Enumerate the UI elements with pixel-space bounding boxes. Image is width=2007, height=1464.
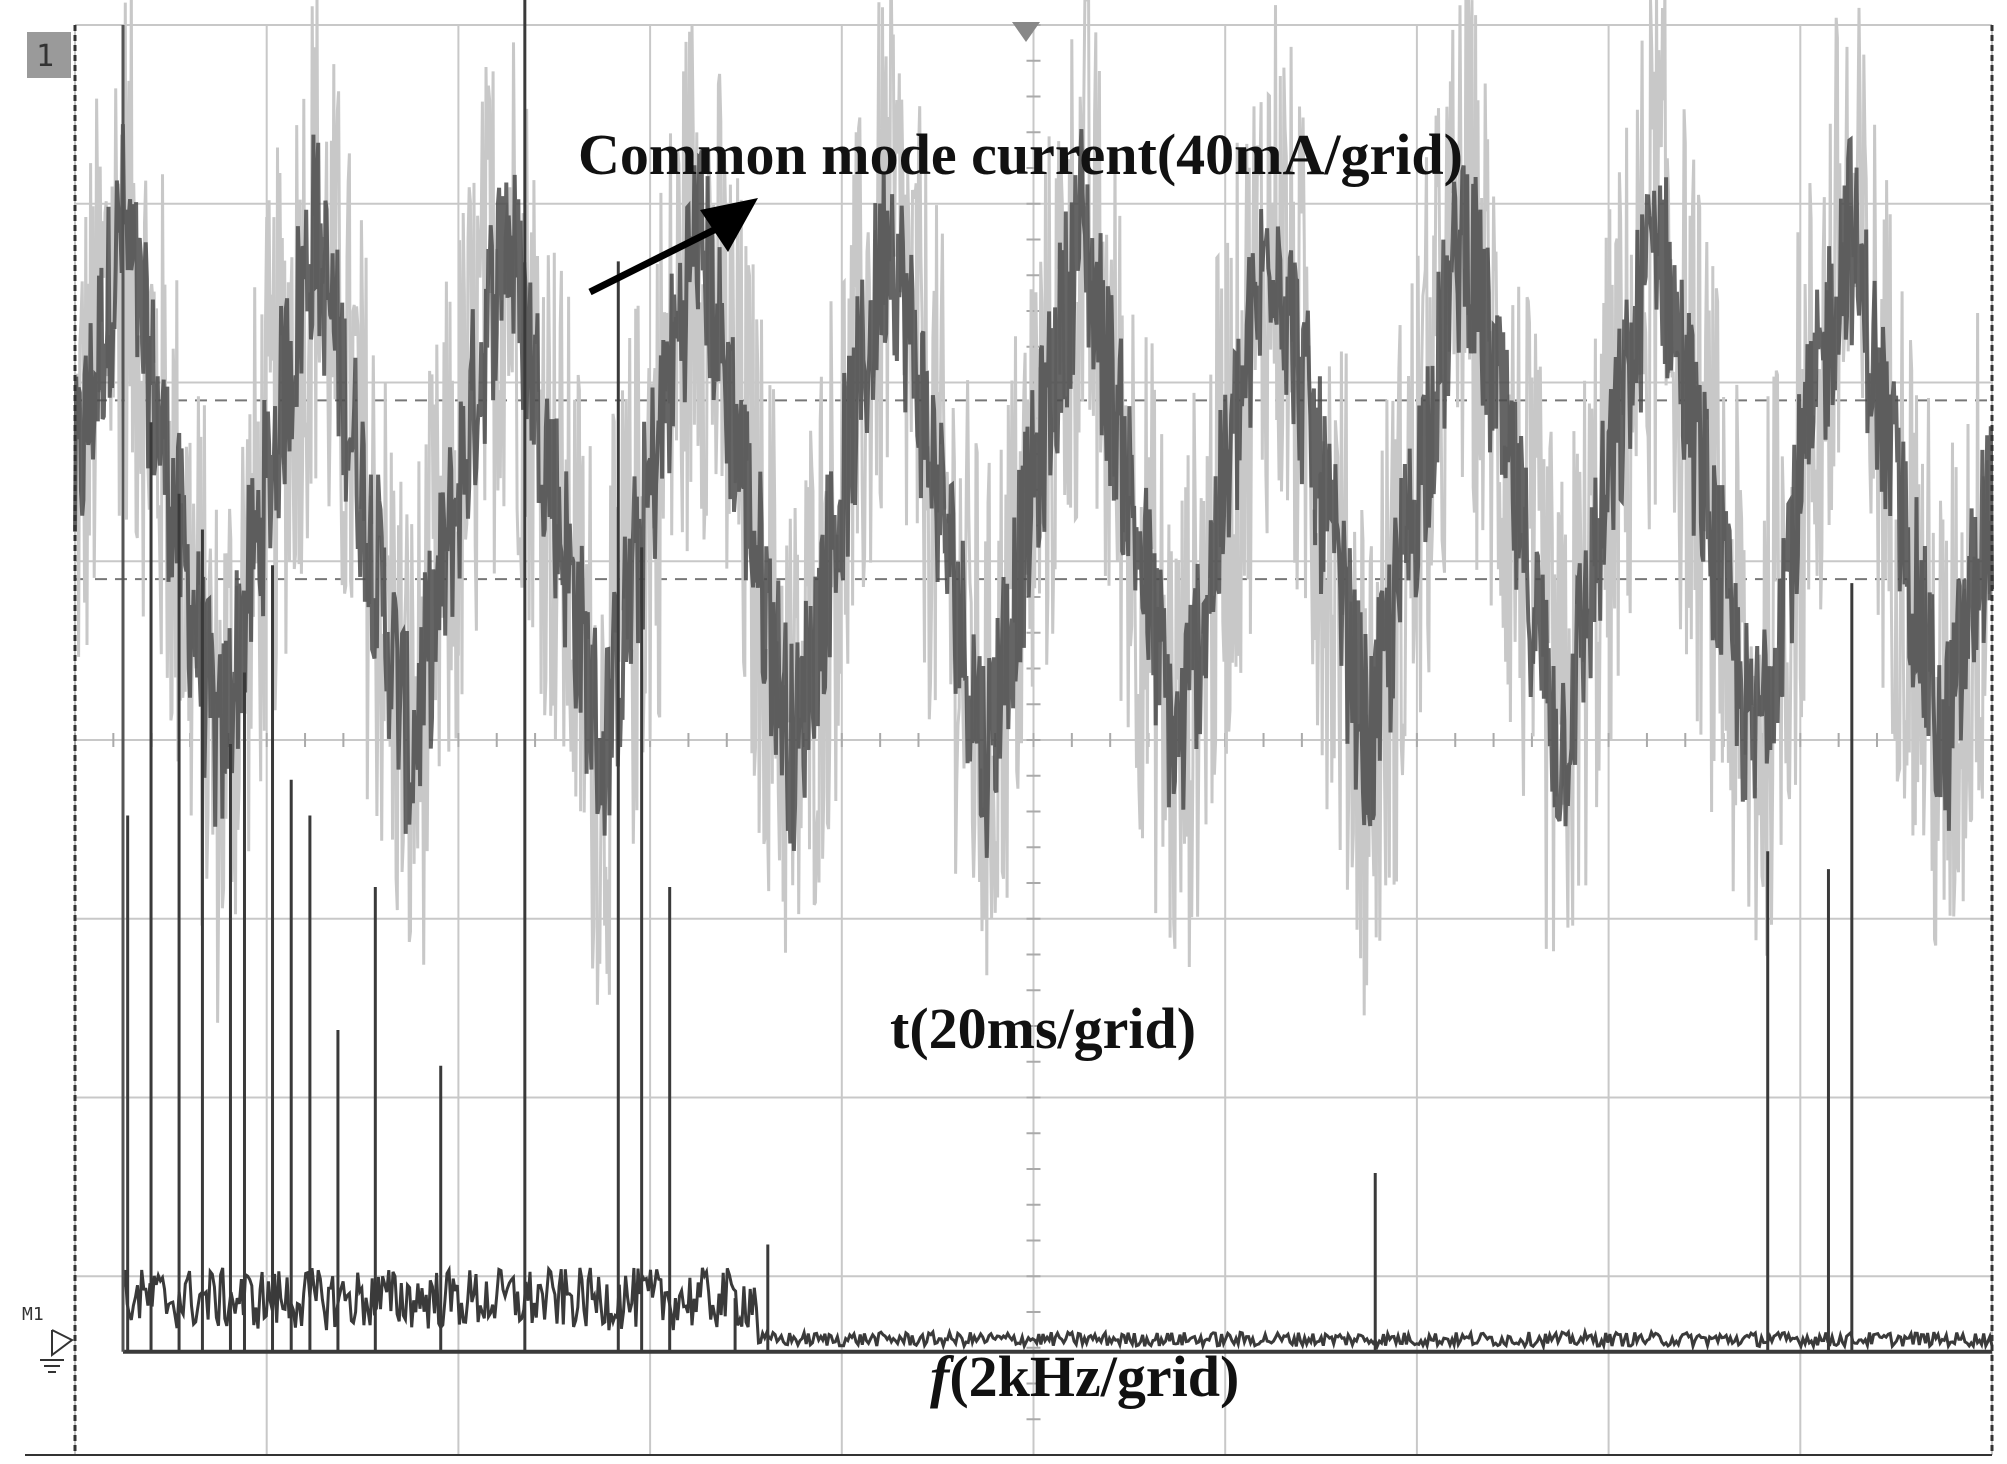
m1-ground-icon bbox=[51, 1329, 74, 1357]
channel-1-badge bbox=[27, 32, 71, 78]
current-trace bbox=[73, 0, 1994, 1023]
spectrum-noise-floor bbox=[121, 1264, 1994, 1353]
arrow-head-icon bbox=[700, 198, 758, 252]
trigger-marker: 1 bbox=[27, 22, 1040, 78]
frequency-scale-annotation: f(2kHz/grid) bbox=[930, 1344, 1239, 1409]
annotation-arrow bbox=[588, 198, 758, 296]
channel-1-label: 1 bbox=[36, 39, 54, 74]
trace-line bbox=[73, 124, 1994, 858]
trigger-position-icon bbox=[1012, 22, 1040, 42]
frequency-scale-text: (2kHz/grid) bbox=[949, 1344, 1239, 1409]
current-scale-annotation: Common mode current(40mA/grid) bbox=[578, 122, 1463, 187]
math-marker: M1 bbox=[22, 1304, 74, 1373]
screen-frame bbox=[25, 25, 1994, 1456]
fft-spectrum bbox=[121, 0, 1994, 1354]
m1-label: M1 bbox=[22, 1304, 44, 1325]
time-scale-annotation: t(20ms/grid) bbox=[890, 996, 1196, 1061]
arrow-shaft bbox=[588, 224, 720, 296]
